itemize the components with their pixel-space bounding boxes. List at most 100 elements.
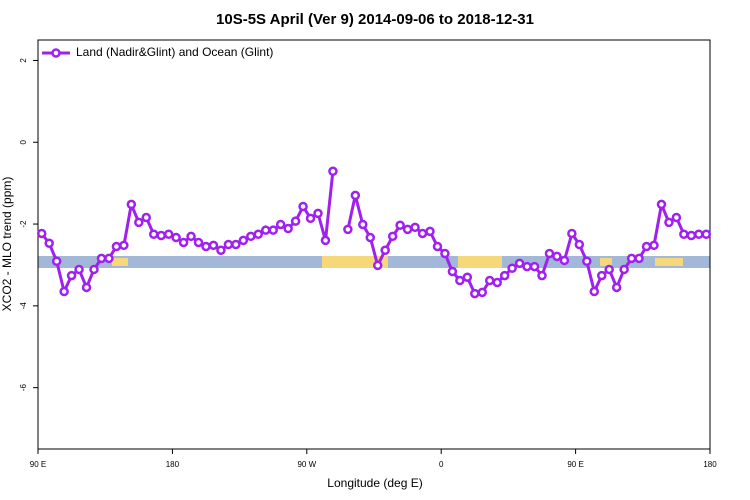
data-point [36,228,47,239]
data-point [44,238,54,249]
y-tick-label: 0 [19,139,28,144]
surface-strip [38,256,710,268]
data-point [402,224,413,235]
data-point [649,240,659,251]
data-point [507,263,517,273]
data-point [171,232,181,243]
x-tick-label: 90 E [567,460,583,469]
y-tick-label: -2 [19,220,28,228]
x-axis-label: Longitude (deg E) [327,476,422,490]
x-tick-label: 90 W [297,460,316,469]
data-point [298,201,308,212]
data-point [484,275,495,286]
y-tick-label: -4 [19,302,28,310]
data-point [290,216,301,226]
legend-label: Land (Nadir&Glint) and Ocean (Glint) [76,45,273,59]
data-point [320,235,331,246]
data-point [552,251,562,262]
data-point [313,208,323,219]
data-point [387,231,398,242]
data-point [305,213,316,224]
data-point [634,253,644,264]
data-point [656,199,667,210]
data-point [410,222,420,233]
data-point [163,229,174,240]
data-point [395,220,405,231]
data-point [350,190,361,201]
data-point [328,166,338,177]
y-tick-label: -6 [19,384,28,392]
data-point [246,231,256,242]
data-point [358,219,368,230]
data-point [679,229,689,240]
plot-frame [37,39,711,450]
data-point [89,264,99,275]
data-point [134,217,144,228]
data-point [596,270,607,281]
data-point [141,212,152,223]
data-point [425,226,435,237]
data-point [74,264,84,275]
data-point [119,240,129,251]
data-point [260,225,271,235]
data-point [499,270,510,281]
data-point [544,248,555,259]
x-tick-label: 180 [703,460,717,469]
land-strip [600,258,612,266]
data-point [104,253,114,264]
data-point [694,229,704,240]
data-point [582,256,592,267]
data-point [514,258,525,269]
land-strip [112,258,128,266]
data-point [223,239,234,250]
data-point [275,219,286,230]
data-point [447,266,458,277]
chart-title: 10S-5S April (Ver 9) 2014-09-06 to 2018-… [216,11,534,28]
data-point [492,277,502,288]
data-point [462,272,473,282]
data-point [626,253,637,264]
data-point [201,241,211,252]
land-strip [655,258,683,266]
data-point [619,264,629,275]
land-strip [322,256,388,268]
data-point [283,223,293,234]
data-point [253,229,264,240]
data-point [81,282,92,293]
data-point [51,256,62,267]
data-point [559,255,570,266]
data-point [574,239,585,250]
data-point [231,239,241,250]
data-point [96,253,107,264]
data-point [186,231,196,242]
data-point [111,241,122,252]
x-tick-label: 90 E [30,460,46,469]
data-point [208,240,219,251]
data-point [529,261,540,272]
data-point [537,270,547,281]
data-point [701,229,712,240]
y-tick-label: 2 [19,58,28,63]
data-point [238,235,249,246]
data-point [589,286,600,297]
data-point [664,217,674,228]
data-point [380,245,390,255]
data-point [417,228,428,239]
data-point [156,230,166,241]
data-point [178,237,189,248]
data-point [440,248,450,259]
y-axis-label: XCO2 - MLO trend (ppm) [0,177,14,312]
data-point [470,288,480,299]
x-tick-label: 180 [166,460,180,469]
data-point [372,260,383,271]
data-point [611,282,622,293]
data-point [686,230,697,241]
data-point [522,261,532,272]
data-point [343,224,353,235]
data-point [432,241,443,252]
data-point [671,212,682,223]
legend-marker [51,48,61,58]
x-tick-label: 0 [439,460,444,469]
data-point [268,225,278,235]
